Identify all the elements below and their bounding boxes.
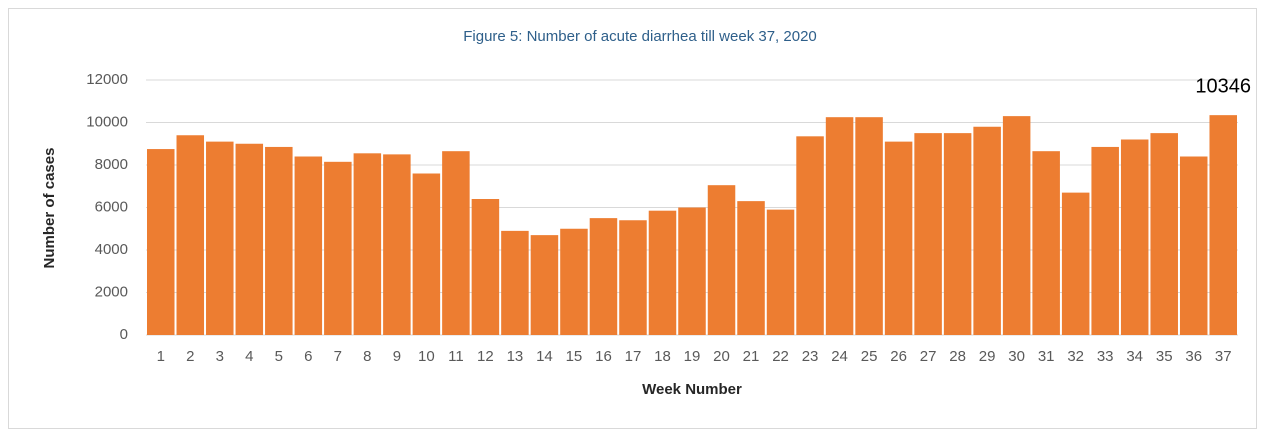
bar [589,218,618,335]
x-tick-label: 36 [1185,348,1202,365]
bar [294,156,323,335]
bar [766,209,795,335]
bar [1091,146,1119,335]
x-tick-label: 16 [595,348,612,365]
x-tick-label: 4 [245,348,253,365]
bar [412,173,441,335]
bar [678,207,706,335]
x-axis-label: Week Number [642,381,742,398]
bar [442,151,470,335]
x-tick-label: 30 [1008,348,1025,365]
bar [1032,151,1060,335]
bar [147,149,175,335]
x-tick-label: 9 [393,348,401,365]
x-tick-label: 34 [1126,348,1143,365]
y-tick-label: 6000 [95,198,128,215]
x-tick-label: 1 [157,348,165,365]
y-tick-label: 0 [120,326,128,343]
x-tick-label: 5 [275,348,283,365]
bar [796,136,824,335]
bar [737,201,765,335]
x-tick-label: 28 [949,348,966,365]
y-tick-label: 2000 [95,283,128,300]
bar [265,146,293,335]
bar [324,161,352,335]
bar [1002,116,1031,335]
x-tick-label: 20 [713,348,730,365]
bar [1179,156,1208,335]
bar [176,135,205,335]
bar [619,220,647,335]
bar [884,141,913,335]
x-tick-label: 14 [536,348,553,365]
bar [501,230,529,335]
data-label: 10346 [1195,75,1251,97]
bar [383,154,411,335]
bar [973,126,1001,335]
bar [353,153,382,335]
chart-title: Figure 5: Number of acute diarrhea till … [463,28,817,45]
y-tick-label: 10000 [86,113,128,130]
x-tick-label: 2 [186,348,194,365]
x-tick-label: 29 [979,348,996,365]
x-tick-label: 23 [802,348,819,365]
x-tick-label: 35 [1156,348,1173,365]
bar [471,199,500,335]
x-tick-label: 6 [304,348,312,365]
y-axis-label: Number of cases [41,148,58,269]
x-tick-label: 19 [684,348,701,365]
x-tick-label: 21 [743,348,760,365]
bar [1061,192,1090,335]
bar [1150,133,1178,335]
bar [206,141,234,335]
x-tick-label: 18 [654,348,671,365]
x-tick-label: 24 [831,348,848,365]
x-tick-label: 31 [1038,348,1055,365]
x-tick-label: 3 [216,348,224,365]
x-tick-label: 25 [861,348,878,365]
x-tick-label: 8 [363,348,371,365]
y-tick-label: 12000 [86,71,128,88]
bar [825,117,854,335]
bar [648,210,677,335]
bar [560,228,588,335]
x-tick-label: 33 [1097,348,1114,365]
x-tick-label: 11 [448,348,464,365]
x-tick-label: 22 [772,348,789,365]
bar [1209,115,1237,336]
bar [235,143,264,335]
y-tick-label: 4000 [95,241,128,258]
x-tick-label: 12 [477,348,494,365]
bar [530,235,559,335]
x-tick-label: 26 [890,348,907,365]
x-tick-label: 27 [920,348,937,365]
x-tick-label: 15 [566,348,583,365]
y-tick-label: 8000 [95,156,128,173]
bar [943,133,972,335]
x-tick-label: 7 [334,348,342,365]
bar [707,185,736,335]
bar [855,117,883,335]
x-tick-label: 17 [625,348,642,365]
x-tick-label: 13 [507,348,524,365]
x-tick-label: 10 [418,348,435,365]
x-tick-label: 37 [1215,348,1232,365]
x-tick-label: 32 [1067,348,1084,365]
bar [1120,139,1149,335]
bar [914,133,942,335]
